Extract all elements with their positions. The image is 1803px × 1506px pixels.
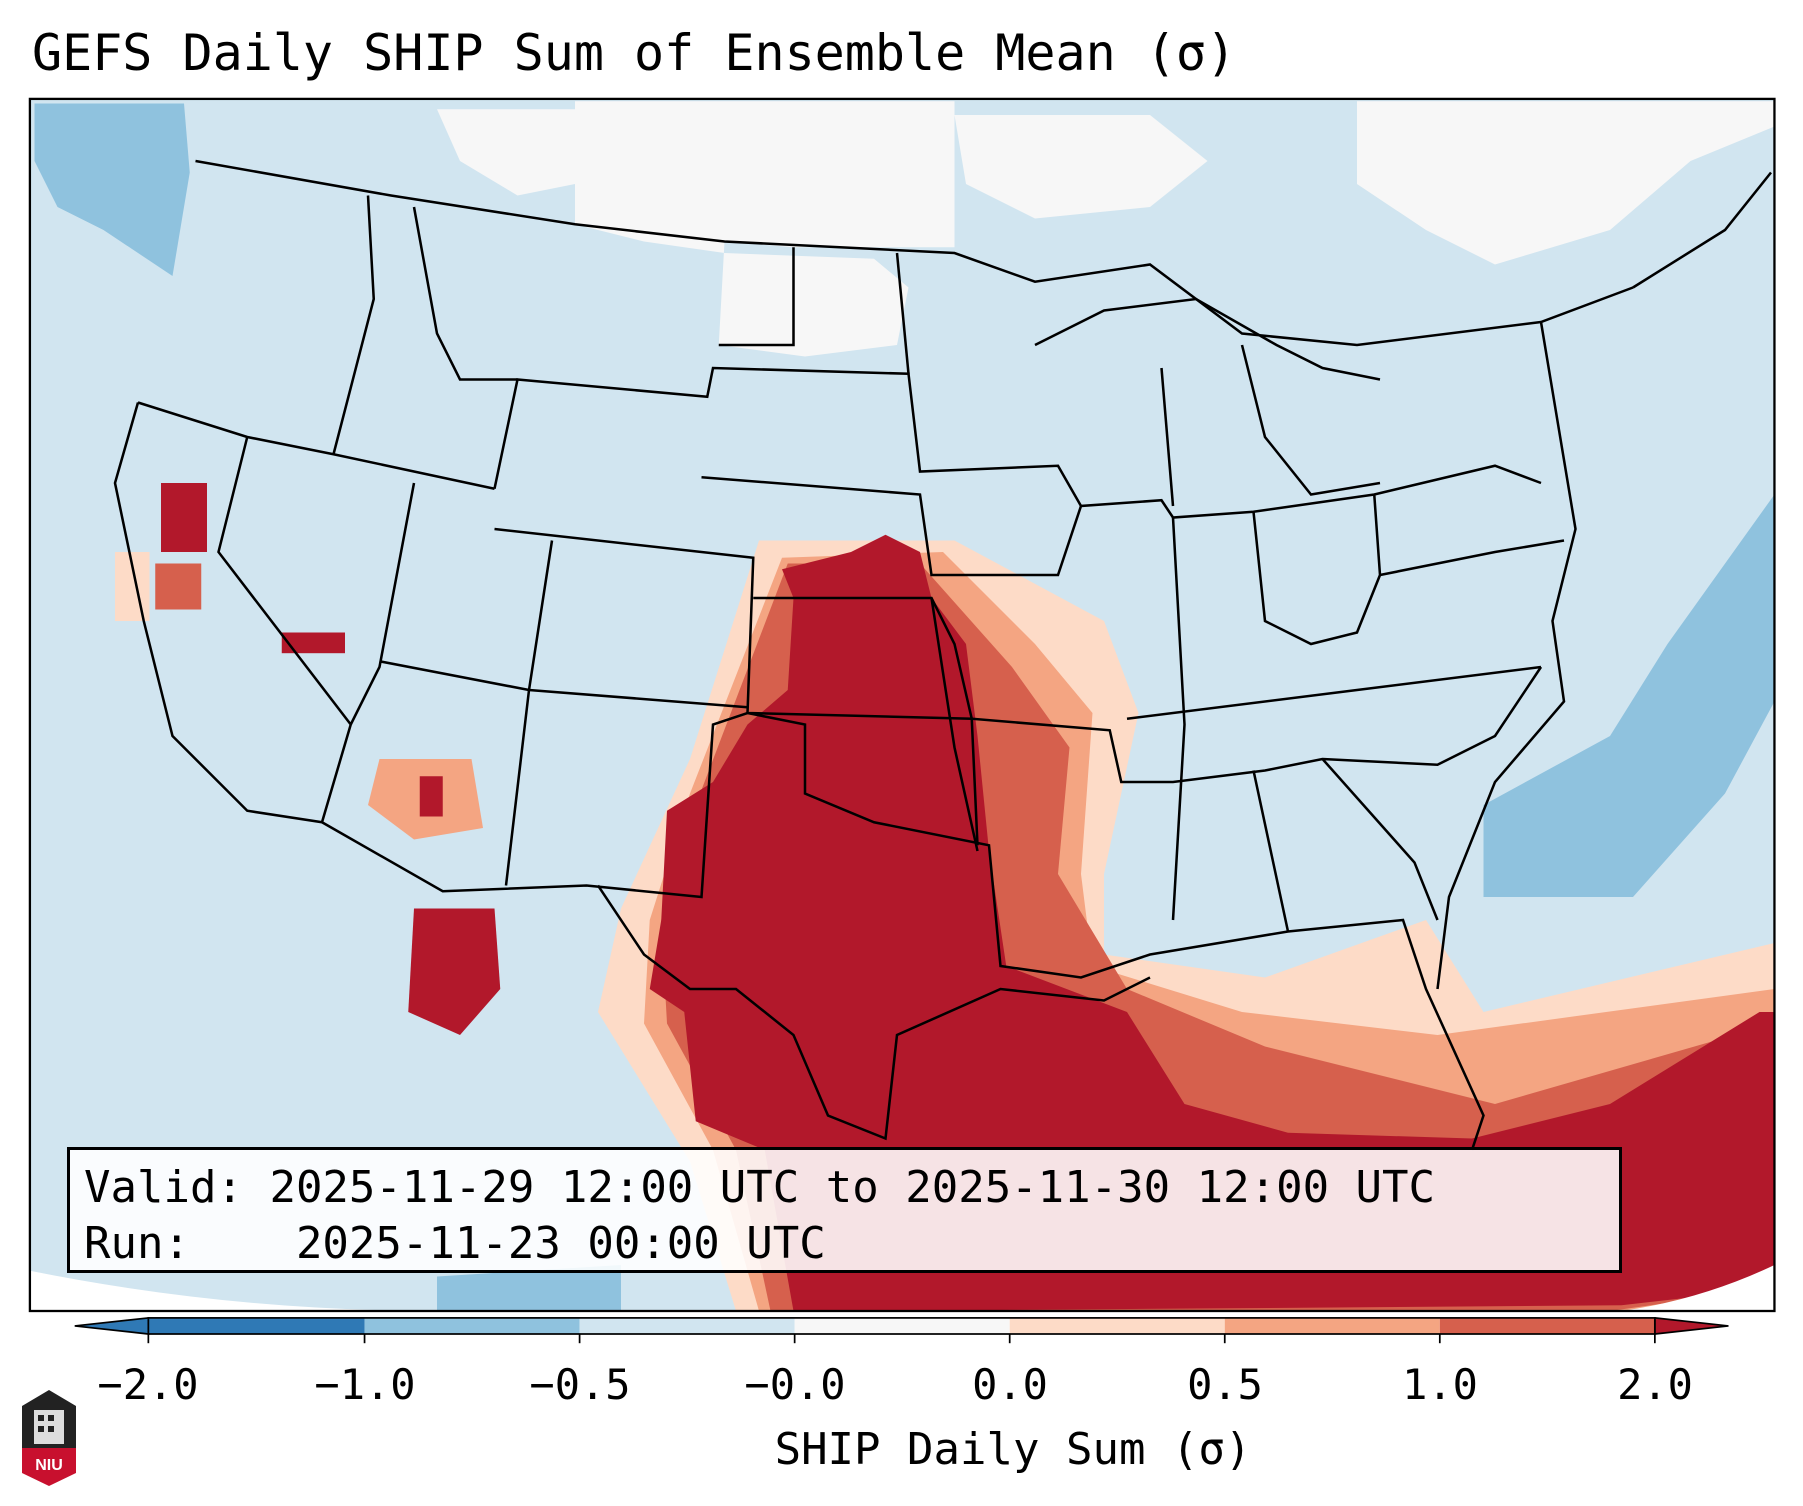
- niu-logo: NIU: [22, 1390, 76, 1486]
- colorbar-tick-label: −2.0: [97, 1360, 199, 1409]
- svg-text:NIU: NIU: [35, 1457, 63, 1474]
- positive-region-strong: [649, 534, 1775, 1311]
- colorbar-bin: [148, 1317, 365, 1334]
- colorbar-tick-label: 1.0: [1402, 1360, 1478, 1409]
- negative-region-pacific: [34, 103, 190, 276]
- map-panel: [28, 97, 1776, 1313]
- colorbar-tick-label: 0.5: [1187, 1360, 1263, 1409]
- colorbar-bin: [1009, 1317, 1225, 1334]
- valid-label: Valid:: [84, 1162, 243, 1213]
- valid-value: 2025-11-29 12:00 UTC to 2025-11-30 12:00…: [269, 1162, 1436, 1213]
- run-value: 2025-11-23 00:00 UTC: [295, 1218, 826, 1269]
- colorbar-tick-label: 0.0: [972, 1360, 1048, 1409]
- colorbar-bin: [794, 1317, 1010, 1334]
- state-boundaries: [113, 159, 1772, 1151]
- colorbar-bin: [1224, 1317, 1440, 1334]
- colorbar-tick-label: −0.0: [744, 1360, 846, 1409]
- colorbar-extend-high: [1653, 1316, 1729, 1335]
- colorbar-tick-label: −0.5: [529, 1360, 631, 1409]
- colorbar-label: SHIP Daily Sum (σ): [774, 1424, 1252, 1475]
- colorbar-bin: [1439, 1317, 1655, 1334]
- run-label: Run:: [84, 1218, 190, 1269]
- near-zero-region-north: [575, 101, 955, 357]
- map-title: GEFS Daily SHIP Sum of Ensemble Mean (σ): [32, 24, 1237, 82]
- colorbar-bin: [579, 1317, 795, 1334]
- colorbar-tick-label: −1.0: [314, 1360, 416, 1409]
- negative-region-atlantic: [1483, 494, 1775, 897]
- colorbar-tick-label: 2.0: [1617, 1360, 1693, 1409]
- colorbar-extend-low: [74, 1316, 150, 1335]
- valid-run-info-box: Valid: 2025-11-29 12:00 UTC to 2025-11-3…: [67, 1147, 1622, 1273]
- colorbar: [74, 1316, 1729, 1344]
- colorbar-bin: [364, 1317, 580, 1334]
